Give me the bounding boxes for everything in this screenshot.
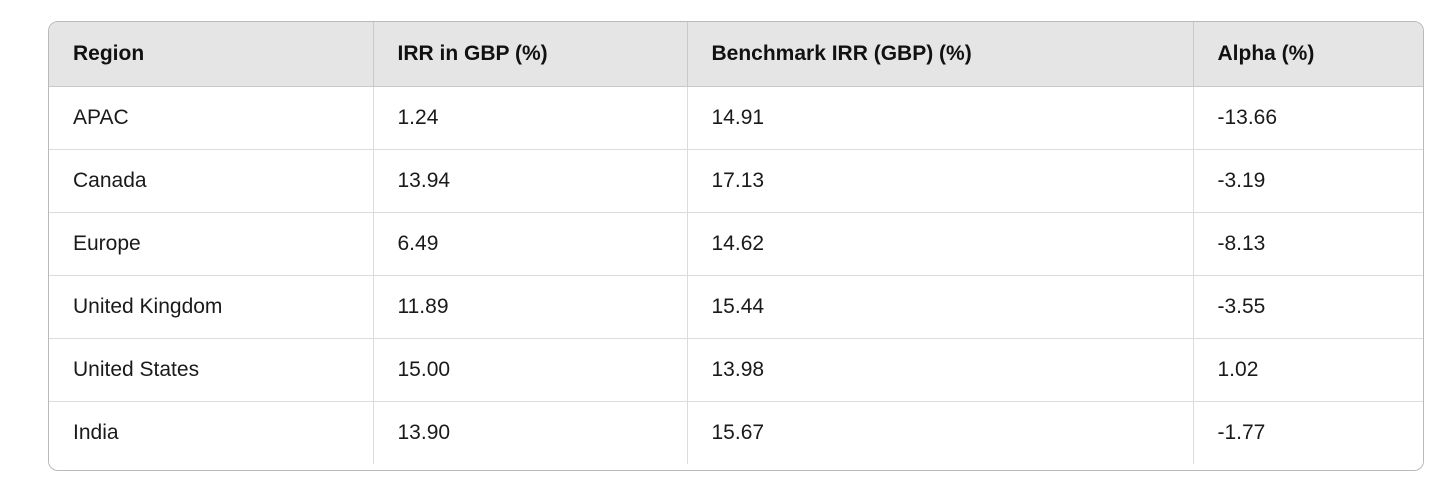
table-row: United States 15.00 13.98 1.02: [49, 338, 1423, 402]
table-row: APAC 1.24 14.91 -13.66: [49, 86, 1423, 150]
cell-irr-gbp: 6.49: [373, 212, 688, 276]
cell-benchmark-irr: 14.91: [687, 86, 1194, 150]
cell-irr-gbp: 1.24: [373, 86, 688, 150]
cell-alpha: -13.66: [1193, 86, 1423, 150]
table-header: Region IRR in GBP (%) Benchmark IRR (GBP…: [49, 22, 1423, 87]
cell-irr-gbp: 13.90: [373, 401, 688, 464]
column-header-alpha: Alpha (%): [1193, 22, 1423, 87]
cell-benchmark-irr: 17.13: [687, 149, 1194, 213]
cell-benchmark-irr: 15.67: [687, 401, 1194, 464]
table-row: Europe 6.49 14.62 -8.13: [49, 212, 1423, 276]
cell-alpha: -8.13: [1193, 212, 1423, 276]
table-body: APAC 1.24 14.91 -13.66 Canada 13.94 17.1…: [49, 86, 1423, 464]
table-row: Canada 13.94 17.13 -3.19: [49, 149, 1423, 213]
column-header-region: Region: [49, 22, 374, 87]
column-header-benchmark-irr: Benchmark IRR (GBP) (%): [687, 22, 1194, 87]
column-header-irr-gbp: IRR in GBP (%): [373, 22, 688, 87]
cell-region: United Kingdom: [49, 275, 374, 339]
table-row: United Kingdom 11.89 15.44 -3.55: [49, 275, 1423, 339]
cell-irr-gbp: 13.94: [373, 149, 688, 213]
cell-benchmark-irr: 15.44: [687, 275, 1194, 339]
cell-region: India: [49, 401, 374, 464]
cell-benchmark-irr: 13.98: [687, 338, 1194, 402]
cell-alpha: -3.19: [1193, 149, 1423, 213]
cell-region: Canada: [49, 149, 374, 213]
cell-benchmark-irr: 14.62: [687, 212, 1194, 276]
cell-irr-gbp: 15.00: [373, 338, 688, 402]
cell-alpha: 1.02: [1193, 338, 1423, 402]
header-row: Region IRR in GBP (%) Benchmark IRR (GBP…: [49, 22, 1423, 87]
table-row: India 13.90 15.67 -1.77: [49, 401, 1423, 464]
cell-region: APAC: [49, 86, 374, 150]
cell-alpha: -3.55: [1193, 275, 1423, 339]
cell-region: Europe: [49, 212, 374, 276]
cell-alpha: -1.77: [1193, 401, 1423, 464]
cell-region: United States: [49, 338, 374, 402]
cell-irr-gbp: 11.89: [373, 275, 688, 339]
irr-benchmark-table-container: Region IRR in GBP (%) Benchmark IRR (GBP…: [48, 21, 1424, 471]
irr-benchmark-table: Region IRR in GBP (%) Benchmark IRR (GBP…: [49, 22, 1423, 464]
